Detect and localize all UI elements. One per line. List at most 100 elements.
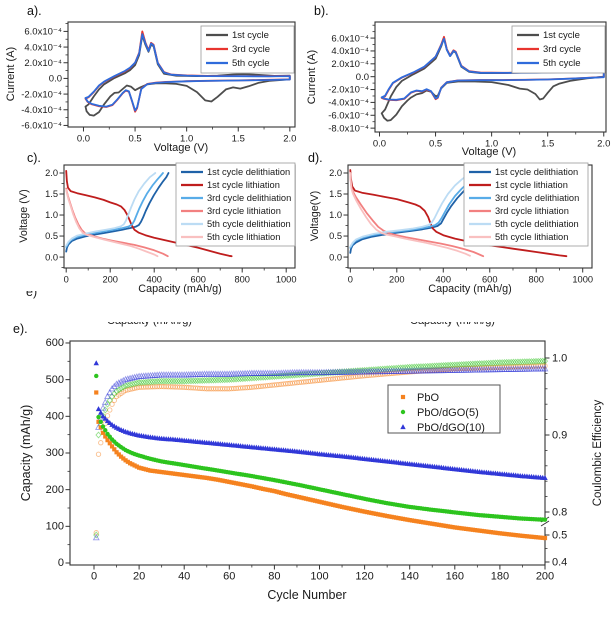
open-marker-diamond xyxy=(519,358,526,366)
panel-e-plot: 0 20 40 60 80 100 120 140 160 180 200 0 100 200 300 400… xyxy=(19,337,604,602)
open-marker-diamond xyxy=(264,373,271,381)
marker-circle xyxy=(400,409,406,415)
open-marker-diamond xyxy=(413,363,420,371)
open-marker-diamond xyxy=(411,363,418,371)
y-tick-label: -6.0x10⁻⁴ xyxy=(21,121,62,132)
y-tick-label: 500 xyxy=(46,374,64,386)
open-marker-diamond xyxy=(496,359,504,367)
legend-label: 3rd cycle delithiation xyxy=(495,193,579,203)
open-marker-diamond xyxy=(386,365,393,373)
open-marker-diamond xyxy=(523,358,531,366)
y-tick-label: 400 xyxy=(46,411,64,423)
series-5th-cycle-delithiation xyxy=(65,172,157,247)
open-marker-diamond xyxy=(174,377,181,385)
x-tick-label: 0 xyxy=(64,275,69,285)
legend-box xyxy=(463,162,589,247)
x-tick-label: 200 xyxy=(102,275,118,285)
x-tick-label: 1000 xyxy=(572,275,593,285)
x-tick-label: 0 xyxy=(348,275,353,285)
open-marker-diamond xyxy=(530,357,537,365)
x-tick-label: 180 xyxy=(491,571,509,583)
open-marker-triangle xyxy=(117,378,125,385)
legend-label: PbO/dGO(5) xyxy=(417,407,479,419)
open-marker-diamond xyxy=(226,376,233,384)
open-marker-diamond xyxy=(532,357,540,365)
open-marker-triangle xyxy=(541,364,549,372)
x-tick-label: 0.5 xyxy=(128,134,141,145)
open-marker-diamond xyxy=(154,377,161,385)
x-tick-label: 400 xyxy=(436,275,452,285)
open-marker-diamond xyxy=(160,377,168,385)
y-tick-label: 600 xyxy=(46,337,64,349)
open-marker-diamond xyxy=(201,376,208,384)
open-marker-diamond xyxy=(501,358,508,366)
x-tick-label: 200 xyxy=(536,571,554,583)
open-marker-diamond xyxy=(223,376,231,384)
open-marker-diamond xyxy=(140,378,147,386)
x-axis-label: Voltage (V) xyxy=(462,146,516,158)
open-marker-diamond xyxy=(381,365,388,373)
open-marker-diamond xyxy=(151,378,158,386)
open-marker-diamond xyxy=(192,377,199,385)
x-tick-label: 1000 xyxy=(276,275,297,285)
open-marker-diamond xyxy=(251,374,258,382)
open-marker-diamond xyxy=(190,377,197,385)
series-5th-cycle-lithiation xyxy=(65,188,159,258)
y-tick-label: 6.0x10⁻⁴ xyxy=(331,33,369,44)
open-marker-diamond xyxy=(384,365,391,373)
y-tick-label: 4.0x10⁻⁴ xyxy=(24,42,62,53)
panel-a-plot: 0.0 0.5 1.0 1.5 2.0 6.0x10⁻⁴ 4.0x10⁻⁴ 2.0x10⁻⁴ 0… xyxy=(5,21,296,154)
open-marker-diamond xyxy=(102,406,109,414)
series-5th-cycle-lithiation xyxy=(349,172,471,257)
y-tick-label: 6.0x10⁻⁴ xyxy=(24,27,62,38)
open-marker-diamond xyxy=(424,362,431,370)
legend-label: 5th cycle lithiation xyxy=(495,232,568,242)
y2-tick-label: 0.8 xyxy=(552,507,567,519)
open-marker-diamond xyxy=(232,375,240,383)
y-tick-label: 0.0 xyxy=(45,252,58,262)
y-tick-label: 0.0 xyxy=(329,252,342,262)
legend-label: 1st cycle lithiation xyxy=(495,180,568,190)
clipped-xlabel-remnant-right: Capacity (mAh/g) xyxy=(410,322,530,329)
y-tick-label: 2.0 xyxy=(45,168,58,178)
legend-label: 1st cycle delithiation xyxy=(495,167,578,177)
x-tick-label: 800 xyxy=(234,275,250,285)
legend-label: PbO/dGO(10) xyxy=(417,422,485,434)
open-marker-diamond xyxy=(521,358,528,366)
open-marker-diamond xyxy=(178,377,186,385)
legend-label: 3rd cycle lithiation xyxy=(207,206,281,216)
open-marker-diamond xyxy=(388,364,395,372)
y-tick-label: 4.0x10⁻⁴ xyxy=(331,46,369,57)
clipped-panel-label-remnant: e) xyxy=(26,291,38,299)
open-marker-diamond xyxy=(235,375,242,383)
open-marker-diamond xyxy=(512,358,519,366)
open-marker-triangle xyxy=(124,375,132,382)
y-tick-label: -8.0x10⁻⁴ xyxy=(328,123,369,134)
open-marker-diamond xyxy=(541,357,549,365)
x-tick-label: 60 xyxy=(223,571,235,583)
y-tick-label: 100 xyxy=(46,521,64,533)
y-tick-label: 2.0x10⁻⁴ xyxy=(24,58,62,69)
legend-label: 5th cycle delithiation xyxy=(207,219,291,229)
legend-label: 1st cycle xyxy=(543,30,580,41)
open-marker-diamond xyxy=(95,431,102,439)
x-tick-label: 120 xyxy=(355,571,373,583)
panel-a-label: a). xyxy=(27,4,42,18)
open-marker-diamond xyxy=(255,374,262,382)
series-3rd-cycle-delithiation xyxy=(349,172,480,249)
open-marker-diamond xyxy=(104,400,111,408)
open-marker-diamond xyxy=(203,376,210,384)
panel-b-label: b). xyxy=(314,4,329,18)
open-marker-triangle xyxy=(104,392,111,400)
x-axis-label: Capacity (mAh/g) xyxy=(138,283,221,295)
marker-square xyxy=(400,394,406,400)
y-tick-label: -6.0x10⁻⁴ xyxy=(328,110,369,121)
series-pbo-dgo-10-coulombic-efficiency xyxy=(92,364,549,541)
open-marker-diamond xyxy=(431,362,438,370)
open-marker-diamond xyxy=(228,375,235,383)
open-marker-diamond xyxy=(404,363,411,371)
open-marker-triangle xyxy=(92,533,100,541)
open-marker-diamond xyxy=(490,359,497,367)
open-marker-diamond xyxy=(526,358,533,366)
open-marker-triangle xyxy=(106,388,114,396)
